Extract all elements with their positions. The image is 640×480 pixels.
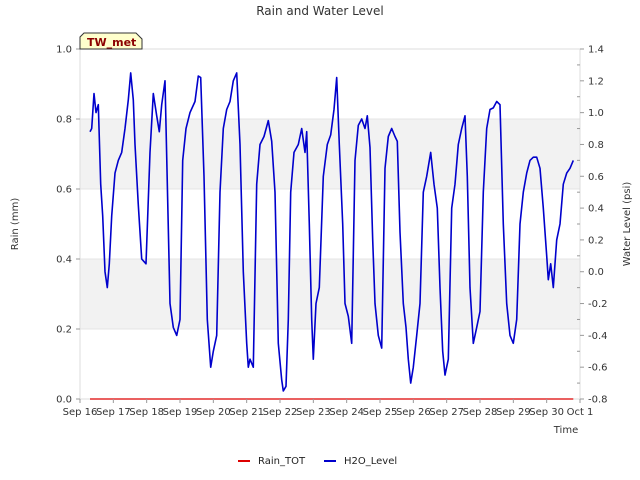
y-tick-right-9: 1.0 xyxy=(588,108,604,119)
y-tick-right-10: 1.2 xyxy=(588,76,604,87)
y-axis-label-right: Water Level (psi) xyxy=(622,182,633,267)
grid-band-0 xyxy=(80,259,580,329)
site-badge-shape xyxy=(79,32,143,50)
legend-label-rain: Rain_TOT xyxy=(258,456,306,467)
y-tick-right-2: -0.4 xyxy=(588,331,608,342)
y-tick-left-1: 0.2 xyxy=(56,325,72,336)
y-tick-right-6: 0.4 xyxy=(588,204,604,215)
right-axis: -0.8 -0.6 -0.4 -0.2 0.0 0.2 0.4 0.6 0.8 1.0 1.2 1.4 xyxy=(577,45,608,406)
series-line-h2o-level xyxy=(89,72,575,392)
y-tick-right-4: 0.0 xyxy=(588,267,604,278)
x-tick-0: Sep 16 xyxy=(63,407,98,418)
y-tick-left-0: 0.0 xyxy=(56,395,72,406)
y-tick-left-5: 1.0 xyxy=(56,45,72,56)
series-layer xyxy=(89,72,575,400)
y-tick-right-11: 1.4 xyxy=(588,45,604,56)
y-tick-right-3: -0.2 xyxy=(588,299,608,310)
x-tick-7: Sep 23 xyxy=(296,407,331,418)
legend: Rain_TOT H2O_Level xyxy=(238,456,397,467)
x-tick-9: Sep 25 xyxy=(363,407,398,418)
x-tick-5: Sep 21 xyxy=(229,407,264,418)
y-tick-left-3: 0.6 xyxy=(56,185,72,196)
left-axis: 0.0 0.2 0.4 0.6 0.8 1.0 xyxy=(56,45,80,406)
y-tick-right-0: -0.8 xyxy=(588,395,608,406)
x-tick-12: Sep 28 xyxy=(463,407,498,418)
y-tick-right-5: 0.2 xyxy=(588,235,604,246)
y-tick-left-4: 0.8 xyxy=(56,115,72,126)
x-tick-1: Sep 17 xyxy=(96,407,131,418)
site-badge: TW_met xyxy=(79,32,143,50)
x-tick-4: Sep 20 xyxy=(196,407,231,418)
x-tick-14: Sep 30 xyxy=(529,407,564,418)
x-tick-11: Sep 27 xyxy=(429,407,464,418)
x-tick-13: Sep 29 xyxy=(496,407,531,418)
legend-label-h2o: H2O_Level xyxy=(344,456,397,467)
x-tick-3: Sep 19 xyxy=(163,407,198,418)
plot-area xyxy=(79,48,581,400)
y-tick-right-1: -0.6 xyxy=(588,363,608,374)
x-tick-15: Oct 1 xyxy=(567,407,594,418)
y-tick-right-8: 0.8 xyxy=(588,140,604,151)
x-axis-label: Time xyxy=(553,425,578,436)
x-tick-10: Sep 26 xyxy=(396,407,431,418)
chart-title: Rain and Water Level xyxy=(256,4,384,18)
y-axis-label-left: Rain (mm) xyxy=(10,198,21,251)
x-tick-2: Sep 18 xyxy=(129,407,164,418)
x-tick-6: Sep 22 xyxy=(263,407,298,418)
site-badge-label: TW_met xyxy=(87,36,136,49)
x-tick-8: Sep 24 xyxy=(329,407,364,418)
y-tick-right-7: 0.6 xyxy=(588,172,604,183)
grid-band-1 xyxy=(80,119,580,189)
y-tick-left-2: 0.4 xyxy=(56,255,72,266)
